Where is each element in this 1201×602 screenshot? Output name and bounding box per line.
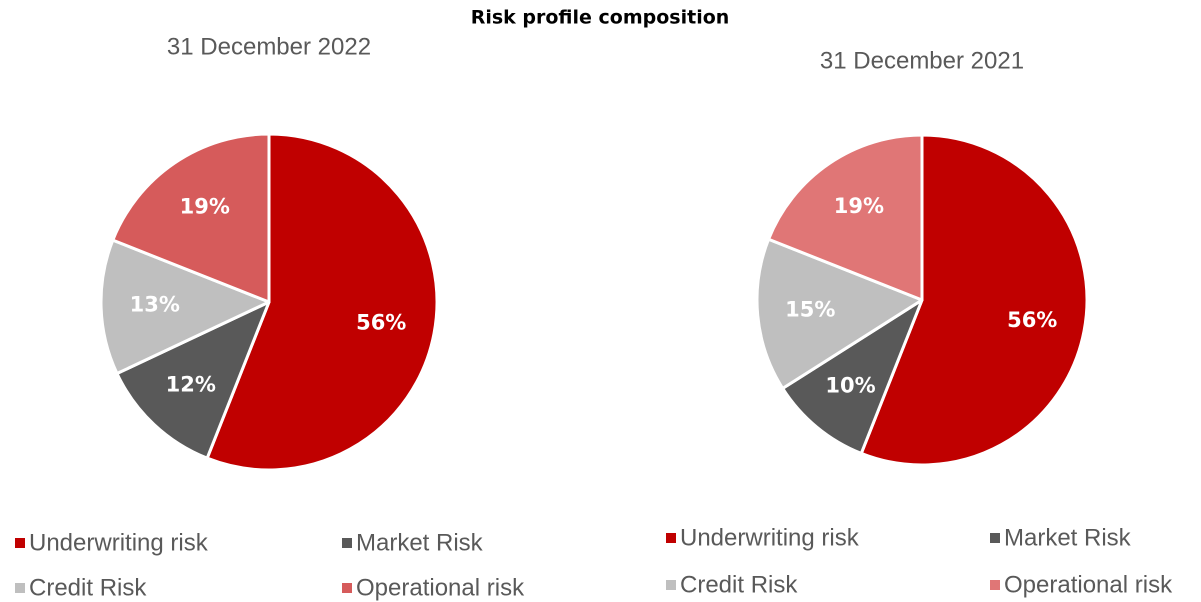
legend-swatch [15,583,25,593]
data-label: 12% [166,372,216,396]
legend-label: Underwriting risk [680,524,860,551]
legend-label: Credit Risk [680,571,798,598]
legend-swatch [666,533,676,543]
legend-label: Credit Risk [29,574,147,601]
pie-slice [111,132,271,304]
pie-slice [781,298,924,455]
data-label: 19% [834,194,884,218]
legend-swatch [342,538,352,548]
pie-title: 31 December 2022 [167,33,371,60]
data-label: 56% [1007,308,1057,332]
pie-slice [859,133,1089,467]
legend-swatch [990,533,1000,543]
legend-swatch [990,580,1000,590]
pie-slice [99,238,271,376]
chart-title: Risk profile composition [471,7,730,29]
legend-swatch [666,580,676,590]
data-label: 13% [130,293,180,317]
legend-label: Operational risk [356,574,525,601]
legend-label: Underwriting risk [29,529,209,556]
legend-label: Market Risk [1004,524,1132,551]
data-label: 10% [825,373,875,397]
legend-swatch [342,583,352,593]
data-label: 19% [180,195,230,219]
pie-slice [755,237,924,390]
data-label: 15% [785,298,835,322]
pie-slice [767,133,924,302]
legend-label: Market Risk [356,529,484,556]
data-label: 56% [356,310,406,334]
pie-title: 31 December 2021 [820,47,1024,74]
legend-swatch [15,538,25,548]
pie-slice [205,132,439,472]
pie-slice [115,300,271,460]
legend-label: Operational risk [1004,571,1173,598]
